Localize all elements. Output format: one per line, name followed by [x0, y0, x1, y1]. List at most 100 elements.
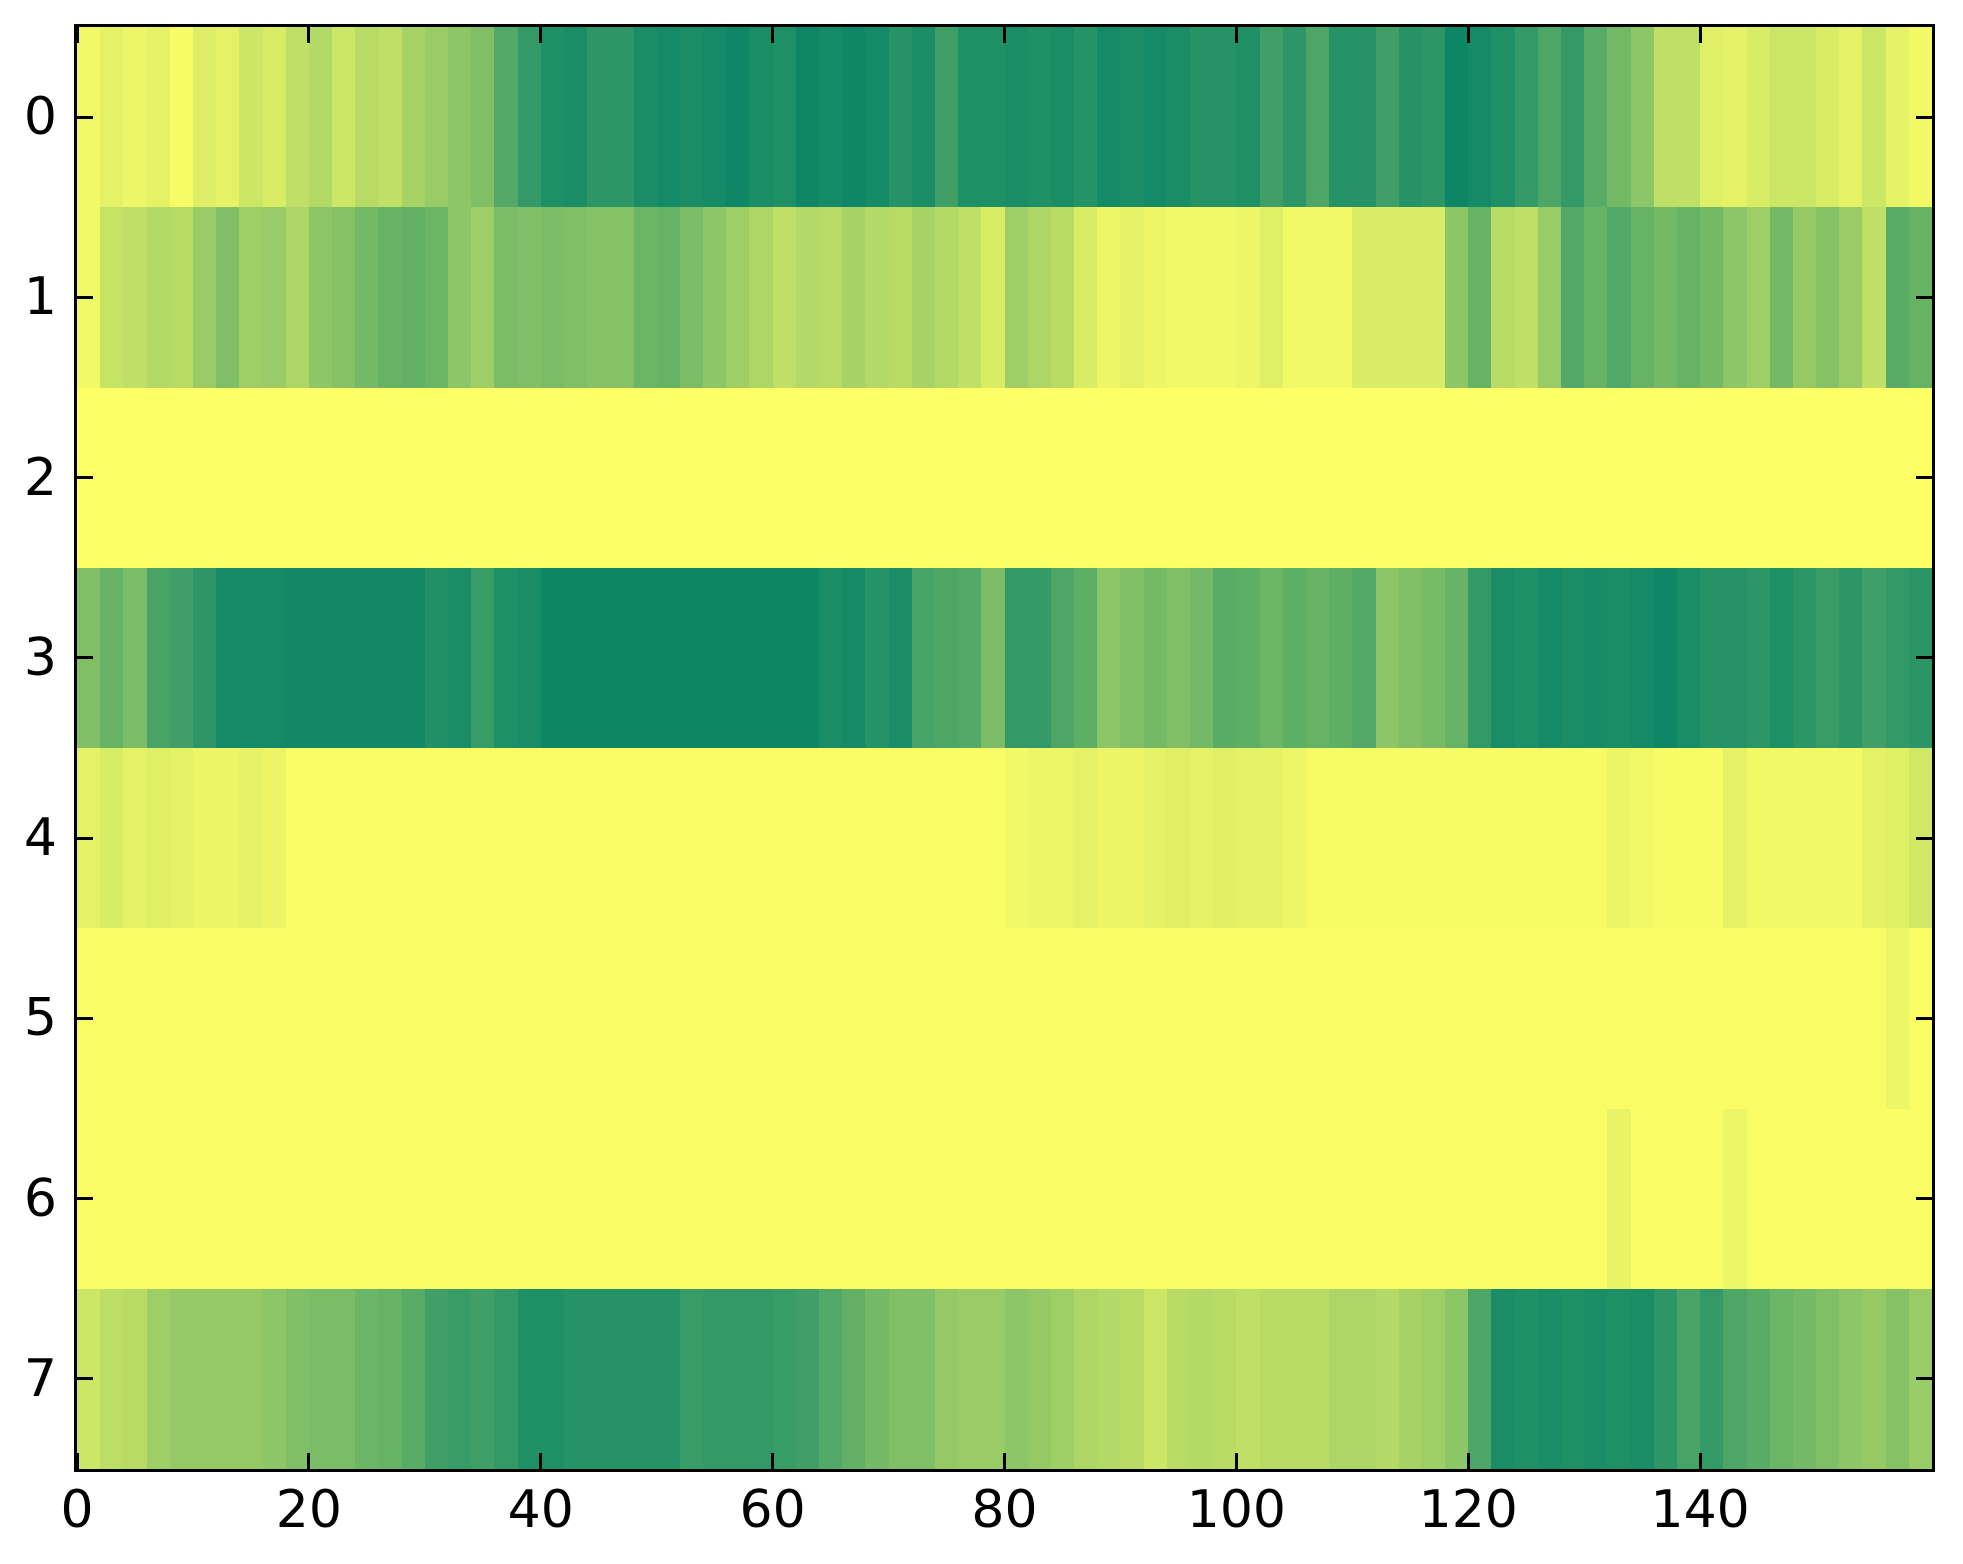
heatmap-cell	[1653, 1288, 1677, 1469]
heatmap-cell	[1468, 1288, 1492, 1469]
heatmap-cell	[1375, 207, 1399, 388]
heatmap-cell	[1282, 1108, 1306, 1289]
x-tick-mark	[75, 1453, 79, 1469]
heatmap-cell	[1816, 1108, 1840, 1289]
heatmap-cell	[1305, 27, 1330, 208]
heatmap-cell	[308, 387, 333, 568]
heatmap-cell	[1630, 1288, 1654, 1469]
heatmap-cell	[703, 567, 727, 748]
heatmap-cell	[1445, 567, 1469, 748]
heatmap-cell	[1630, 567, 1654, 748]
heatmap-cell	[1398, 1108, 1422, 1289]
heatmap-cell	[749, 748, 773, 929]
heatmap-cell	[448, 387, 472, 568]
heatmap-cell	[958, 567, 982, 748]
heatmap-cell	[842, 928, 866, 1109]
heatmap-cell	[1885, 207, 1909, 388]
heatmap-cell	[888, 387, 912, 568]
heatmap-cell	[842, 207, 866, 388]
heatmap-cell	[888, 567, 912, 748]
heatmap-cell	[981, 748, 1005, 929]
heatmap-cell	[726, 748, 750, 929]
heatmap-cell	[1816, 27, 1840, 208]
heatmap-cell	[192, 1288, 217, 1469]
x-tick-mark	[771, 1453, 775, 1469]
heatmap-cell	[1190, 748, 1214, 929]
heatmap-cell	[1329, 1108, 1353, 1289]
heatmap-cell	[981, 1108, 1005, 1289]
heatmap-cell	[958, 27, 982, 208]
heatmap-cell	[1236, 387, 1260, 568]
heatmap-cell	[1259, 1288, 1283, 1469]
heatmap-cell	[1607, 1288, 1631, 1469]
y-tick-label: 6	[23, 1168, 57, 1229]
heatmap-cell	[1050, 748, 1075, 929]
heatmap-cell	[865, 27, 889, 208]
heatmap-cell	[633, 567, 657, 748]
heatmap-cell	[1537, 1108, 1561, 1289]
heatmap-cell	[1166, 1108, 1190, 1289]
x-tick-mark	[307, 1453, 311, 1469]
heatmap-cell	[123, 1288, 147, 1469]
heatmap-cell	[1676, 1108, 1701, 1289]
heatmap-cell	[888, 27, 912, 208]
heatmap-cell	[146, 567, 170, 748]
heatmap-cell	[1653, 387, 1677, 568]
heatmap-cell	[1561, 1108, 1585, 1289]
heatmap-cell	[795, 928, 819, 1109]
heatmap-cell	[656, 1288, 680, 1469]
y-tick-mark-right	[1916, 1016, 1932, 1020]
heatmap-cell	[1004, 1288, 1028, 1469]
heatmap-cell	[1143, 207, 1167, 388]
heatmap-cell	[633, 1288, 657, 1469]
heatmap-cell	[494, 207, 518, 388]
heatmap-cell	[1352, 207, 1376, 388]
heatmap-cell	[958, 1288, 982, 1469]
heatmap-cell	[1885, 928, 1909, 1109]
heatmap-cell	[1097, 748, 1121, 929]
heatmap-cell	[679, 748, 704, 929]
heatmap-cell	[1004, 928, 1028, 1109]
heatmap-cell	[911, 928, 935, 1109]
heatmap-cell	[1885, 748, 1909, 929]
heatmap-cell	[1329, 1288, 1353, 1469]
heatmap-cell	[1723, 567, 1747, 748]
heatmap-cell	[1607, 1108, 1631, 1289]
heatmap-cell	[378, 27, 402, 208]
heatmap-cell	[1885, 1288, 1909, 1469]
heatmap-cell	[1700, 387, 1724, 568]
heatmap-cell	[1120, 1288, 1144, 1469]
heatmap-cell	[1166, 928, 1190, 1109]
heatmap-cell	[633, 387, 657, 568]
heatmap-cell	[1097, 928, 1121, 1109]
heatmap-cell	[1816, 928, 1840, 1109]
heatmap-cell	[1584, 27, 1608, 208]
heatmap-cell	[1723, 1288, 1747, 1469]
heatmap-cell	[1607, 928, 1631, 1109]
heatmap-cell	[216, 387, 240, 568]
heatmap-cell	[471, 207, 495, 388]
heatmap-cell	[703, 207, 727, 388]
heatmap-cell	[355, 387, 379, 568]
heatmap-cell	[865, 1108, 889, 1289]
heatmap-cell	[448, 748, 472, 929]
heatmap-cell	[1700, 1108, 1724, 1289]
heatmap-cell	[1653, 567, 1677, 748]
heatmap-cell	[355, 748, 379, 929]
heatmap-cell	[981, 567, 1005, 748]
heatmap-cell	[1723, 928, 1747, 1109]
heatmap-cell	[216, 1288, 240, 1469]
heatmap-cell	[633, 928, 657, 1109]
heatmap-cell	[1862, 207, 1886, 388]
heatmap-cell	[842, 1108, 866, 1289]
heatmap-row-0	[77, 27, 1932, 208]
heatmap-cell	[842, 27, 866, 208]
heatmap-cell	[819, 387, 843, 568]
heatmap-cell	[169, 1108, 193, 1289]
heatmap-cell	[1143, 1288, 1167, 1469]
heatmap-cell	[1537, 748, 1561, 929]
heatmap-cell	[888, 928, 912, 1109]
heatmap-cell	[610, 1288, 634, 1469]
heatmap-cell	[494, 1108, 518, 1289]
